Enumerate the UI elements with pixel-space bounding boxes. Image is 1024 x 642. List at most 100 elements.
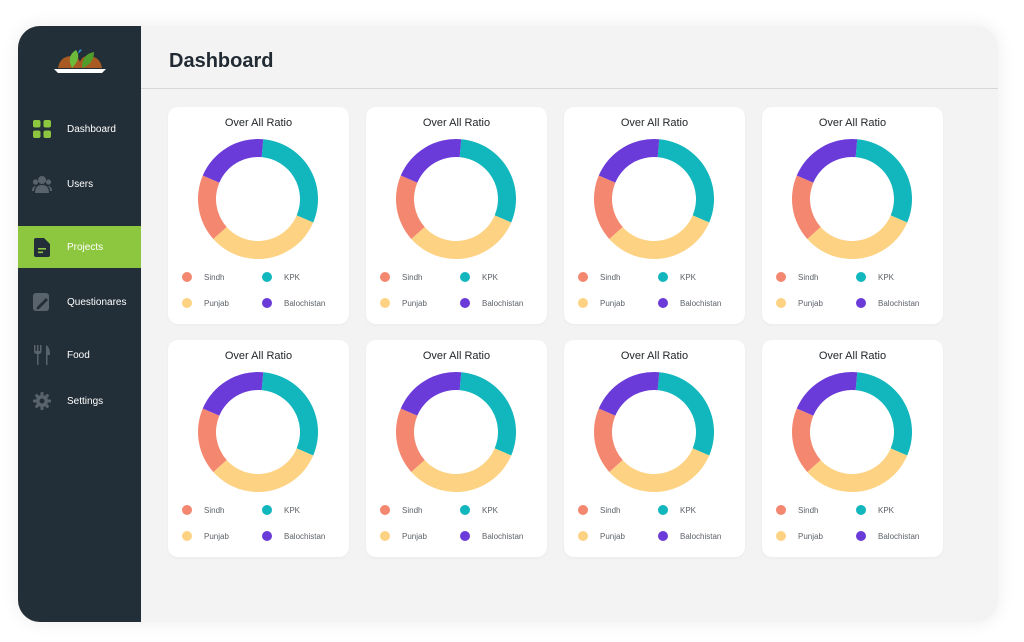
ratio-card: Over All Ratio Sindh KPK Punjab Balochistan [564, 340, 745, 557]
donut-slice-punjab[interactable] [609, 215, 710, 259]
legend-item-balochistan: Balochistan [262, 531, 325, 541]
sidebar-item-label: Questionares [67, 296, 127, 308]
donut-slice-kpk[interactable] [657, 139, 714, 223]
donut-slice-punjab[interactable] [807, 215, 908, 259]
donut-slice-balochistan[interactable] [202, 139, 264, 183]
legend-item-kpk: KPK [262, 272, 300, 282]
legend-item-punjab: Punjab [578, 531, 625, 541]
sidebar-item-projects[interactable]: Projects [18, 226, 141, 268]
legend-item-balochistan: Balochistan [658, 531, 721, 541]
donut-slice-punjab[interactable] [807, 448, 908, 492]
donut-slice-punjab[interactable] [411, 215, 512, 259]
legend-item-punjab: Punjab [182, 531, 229, 541]
legend-dot [578, 272, 588, 282]
card-title: Over All Ratio [818, 117, 887, 129]
legend-dot [578, 531, 588, 541]
ratio-card: Over All Ratio Sindh KPK Punjab Balochistan [762, 340, 943, 557]
sidebar-item-users[interactable]: Users [18, 163, 141, 205]
sidebar-item-food[interactable]: Food [18, 334, 141, 376]
donut-chart [396, 139, 516, 259]
legend-item-balochistan: Balochistan [460, 531, 523, 541]
legend-label: Sindh [204, 505, 225, 515]
legend-item-balochistan: Balochistan [856, 298, 919, 308]
legend-dot [776, 298, 786, 308]
donut-slice-kpk[interactable] [855, 139, 912, 223]
donut-slice-balochistan[interactable] [598, 372, 660, 416]
sidebar-item-dashboard[interactable]: Dashboard [18, 108, 141, 150]
donut-slice-kpk[interactable] [261, 139, 318, 223]
legend-label: Punjab [204, 298, 229, 308]
legend-item-kpk: KPK [262, 505, 300, 515]
legend-label: Balochistan [680, 531, 722, 541]
donut-slice-sindh[interactable] [792, 175, 821, 239]
legend-item-kpk: KPK [460, 272, 498, 282]
donut-slice-kpk[interactable] [657, 372, 714, 456]
donut-slice-balochistan[interactable] [598, 139, 660, 183]
donut-slice-balochistan[interactable] [796, 372, 858, 416]
legend-label: KPK [482, 505, 499, 515]
legend-dot [460, 531, 470, 541]
donut-slice-balochistan[interactable] [400, 139, 462, 183]
legend-label: Sindh [798, 505, 819, 515]
legend-dot [182, 505, 192, 515]
donut-slice-kpk[interactable] [459, 139, 516, 223]
edit-icon [32, 292, 52, 312]
donut-slice-sindh[interactable] [198, 175, 227, 239]
sidebar-item-settings[interactable]: Settings [18, 380, 141, 422]
donut-slice-punjab[interactable] [213, 448, 314, 492]
legend-dot [262, 272, 272, 282]
donut-slice-sindh[interactable] [396, 175, 425, 239]
donut-slice-balochistan[interactable] [400, 372, 462, 416]
donut-slice-punjab[interactable] [609, 448, 710, 492]
donut-slice-kpk[interactable] [855, 372, 912, 456]
legend-item-punjab: Punjab [776, 531, 823, 541]
legend-item-balochistan: Balochistan [856, 531, 919, 541]
donut-slice-sindh[interactable] [594, 175, 623, 239]
legend-label: Balochistan [482, 531, 524, 541]
donut-slice-sindh[interactable] [396, 408, 425, 472]
legend-dot [658, 505, 668, 515]
legend-label: Balochistan [284, 531, 326, 541]
legend-dot [380, 272, 390, 282]
sidebar-item-questionares[interactable]: Questionares [18, 281, 141, 323]
header: Dashboard [141, 26, 998, 89]
legend-label: KPK [680, 272, 697, 282]
legend-label: Sindh [204, 272, 225, 282]
donut-slice-kpk[interactable] [459, 372, 516, 456]
legend-label: Balochistan [680, 298, 722, 308]
legend-item-punjab: Punjab [182, 298, 229, 308]
donut-slice-sindh[interactable] [198, 408, 227, 472]
donut-slice-kpk[interactable] [261, 372, 318, 456]
donut-slice-punjab[interactable] [411, 448, 512, 492]
card-grid: Over All Ratio Sindh KPK Punjab Balochistan O… [168, 107, 943, 557]
legend-item-balochistan: Balochistan [658, 298, 721, 308]
legend-dot [578, 298, 588, 308]
donut-chart [198, 139, 318, 259]
legend-item-kpk: KPK [460, 505, 498, 515]
legend-label: Balochistan [284, 298, 326, 308]
legend-label: Punjab [798, 298, 823, 308]
legend-dot [856, 505, 866, 515]
document-icon [32, 237, 52, 257]
donut-slice-sindh[interactable] [594, 408, 623, 472]
card-title: Over All Ratio [620, 350, 689, 362]
legend-label: KPK [482, 272, 499, 282]
legend-dot [262, 298, 272, 308]
legend-label: Punjab [402, 531, 427, 541]
legend-label: Punjab [798, 531, 823, 541]
logo-icon [54, 49, 106, 73]
donut-slice-balochistan[interactable] [202, 372, 264, 416]
donut-slice-punjab[interactable] [213, 215, 314, 259]
legend-label: Balochistan [878, 531, 920, 541]
legend-item-kpk: KPK [658, 272, 696, 282]
legend-dot [856, 272, 866, 282]
donut-chart [198, 372, 318, 492]
legend-dot [776, 505, 786, 515]
legend-label: Sindh [402, 505, 423, 515]
donut-slice-balochistan[interactable] [796, 139, 858, 183]
legend-dot [460, 298, 470, 308]
legend-dot [182, 272, 192, 282]
donut-slice-sindh[interactable] [792, 408, 821, 472]
legend-dot [776, 531, 786, 541]
legend-dot [658, 272, 668, 282]
